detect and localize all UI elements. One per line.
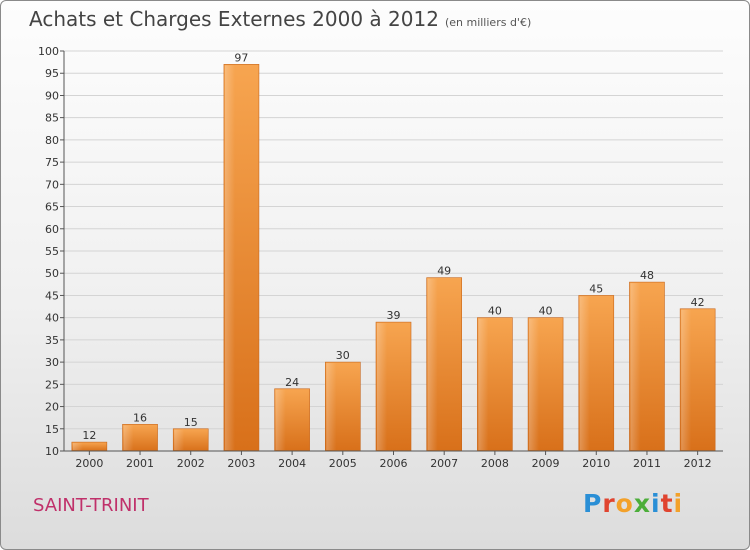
x-tick-label: 2008 xyxy=(481,457,509,470)
y-tick-label: 80 xyxy=(45,134,59,147)
y-tick-label: 100 xyxy=(38,45,59,58)
y-tick-label: 60 xyxy=(45,223,59,236)
chart-title: Achats et Charges Externes 2000 à 2012 (e… xyxy=(29,7,531,31)
y-axis-ticks: 10 15 20 25 30 35 40 45 50 55 60 65 70 75 80 85 90 95 100 xyxy=(38,45,64,458)
logo-letter: x xyxy=(633,489,651,518)
bar-highlight xyxy=(72,443,83,450)
data-label: 97 xyxy=(234,51,248,64)
x-tick-label: 2007 xyxy=(430,457,458,470)
y-tick-label: 50 xyxy=(45,267,59,280)
x-tick-label: 2006 xyxy=(380,457,408,470)
x-tick-label: 2000 xyxy=(75,457,103,470)
bar-highlight xyxy=(681,309,692,450)
y-tick-label: 40 xyxy=(45,312,59,325)
y-tick-label: 85 xyxy=(45,112,59,125)
y-tick-label: 95 xyxy=(45,67,59,80)
bar-highlight xyxy=(478,318,489,450)
bar-highlight xyxy=(377,323,387,450)
data-label: 24 xyxy=(285,376,299,389)
data-label: 40 xyxy=(539,305,553,318)
data-label: 49 xyxy=(437,265,451,278)
x-axis-ticks: 2000 2001 2002 2003 2004 2005 2006 2007 2008 2009… xyxy=(75,451,712,470)
bar-highlight xyxy=(529,318,540,450)
data-label: 48 xyxy=(640,269,654,282)
y-tick-label: 35 xyxy=(45,334,59,347)
data-label: 42 xyxy=(691,296,705,309)
y-tick-label: 90 xyxy=(45,89,59,102)
logo-letter: o xyxy=(615,489,634,518)
y-tick-label: 75 xyxy=(45,156,59,169)
x-tick-label: 2002 xyxy=(177,457,205,470)
y-tick-label: 65 xyxy=(45,201,59,214)
data-label: 39 xyxy=(387,309,401,322)
bar-highlight xyxy=(174,429,185,450)
logo-letter: i xyxy=(673,489,684,518)
x-tick-label: 2009 xyxy=(532,457,560,470)
title-text: Achats et Charges Externes 2000 à 2012 xyxy=(29,7,439,31)
city-name: SAINT-TRINIT xyxy=(33,495,149,516)
y-tick-label: 45 xyxy=(45,289,59,302)
bar-highlight xyxy=(427,278,438,450)
y-tick-label: 10 xyxy=(45,445,59,458)
proxiti-logo[interactable]: Proxiti xyxy=(583,489,683,518)
logo-letter: i xyxy=(651,489,661,518)
y-tick-label: 55 xyxy=(45,245,59,258)
y-tick-label: 20 xyxy=(45,401,59,414)
y-tick-label: 15 xyxy=(45,423,59,436)
bar-highlight xyxy=(224,65,235,450)
bar-highlight xyxy=(630,283,641,450)
logo-letter: t xyxy=(660,489,674,518)
bar-highlight xyxy=(123,425,134,450)
data-label: 45 xyxy=(589,282,603,295)
y-tick-label: 30 xyxy=(45,356,59,369)
bars: 12 16 15 97 24 30 39 49 40 40 45 48 42 xyxy=(71,51,716,452)
logo-letter: P xyxy=(583,489,603,518)
y-tick-label: 70 xyxy=(45,178,59,191)
bar-highlight xyxy=(275,389,286,450)
logo-letter: r xyxy=(602,489,616,518)
x-tick-label: 2001 xyxy=(126,457,154,470)
data-label: 30 xyxy=(336,349,350,362)
data-label: 40 xyxy=(488,305,502,318)
data-label: 12 xyxy=(82,429,96,442)
x-tick-label: 2005 xyxy=(329,457,357,470)
chart-subtitle: (en milliers d'€) xyxy=(444,16,532,29)
data-label: 15 xyxy=(184,416,198,429)
data-label: 16 xyxy=(133,411,147,424)
y-tick-label: 25 xyxy=(45,378,59,391)
x-tick-label: 2003 xyxy=(227,457,255,470)
x-tick-label: 2004 xyxy=(278,457,306,470)
x-tick-label: 2011 xyxy=(633,457,661,470)
x-tick-label: 2012 xyxy=(684,457,712,470)
bar-highlight xyxy=(579,296,590,450)
x-tick-label: 2010 xyxy=(582,457,610,470)
bar-highlight xyxy=(326,363,337,450)
